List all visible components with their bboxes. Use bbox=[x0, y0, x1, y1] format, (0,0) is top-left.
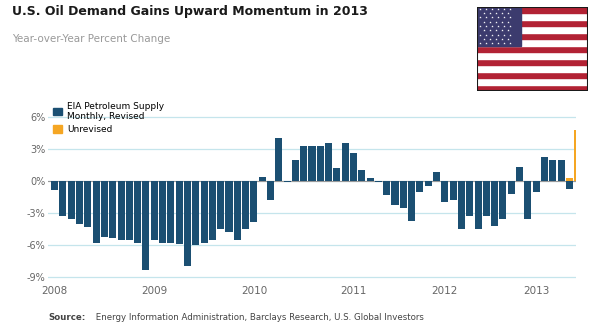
Text: Year-over-Year Percent Change: Year-over-Year Percent Change bbox=[12, 34, 170, 44]
Bar bbox=[325, 142, 332, 181]
Bar bbox=[375, 181, 382, 182]
Bar bbox=[549, 160, 556, 181]
Legend: EIA Petroleum Supply
Monthly, Revised, Unrevised: EIA Petroleum Supply Monthly, Revised, U… bbox=[53, 102, 164, 134]
Bar bbox=[284, 181, 290, 182]
Text: Energy Information Administration, Barclays Research, U.S. Global Investors: Energy Information Administration, Barcl… bbox=[93, 313, 424, 322]
Bar bbox=[109, 181, 116, 238]
Bar bbox=[477, 20, 588, 26]
Bar bbox=[477, 78, 588, 84]
Bar bbox=[477, 26, 588, 32]
Bar bbox=[126, 181, 133, 240]
Bar bbox=[334, 168, 340, 181]
Bar bbox=[400, 181, 407, 208]
Bar bbox=[142, 181, 149, 270]
Bar bbox=[383, 181, 390, 195]
Bar bbox=[292, 160, 299, 181]
Bar bbox=[477, 84, 588, 91]
Bar bbox=[259, 177, 266, 181]
Bar bbox=[159, 181, 166, 243]
Bar bbox=[557, 160, 565, 181]
Bar bbox=[524, 181, 532, 218]
Bar bbox=[192, 181, 199, 245]
Bar bbox=[566, 178, 573, 181]
Bar bbox=[217, 181, 224, 229]
Bar bbox=[458, 181, 465, 229]
Bar bbox=[425, 181, 432, 187]
Bar bbox=[59, 181, 67, 216]
Bar bbox=[242, 181, 249, 229]
Bar bbox=[341, 142, 349, 181]
Bar bbox=[477, 72, 588, 78]
Text: U.S. Oil Demand Gains Upward Momentum in 2013: U.S. Oil Demand Gains Upward Momentum in… bbox=[12, 5, 368, 18]
Bar bbox=[449, 181, 457, 200]
Bar bbox=[367, 178, 374, 181]
Bar bbox=[234, 181, 241, 240]
Bar bbox=[483, 181, 490, 216]
Bar bbox=[566, 181, 573, 188]
Bar bbox=[184, 181, 191, 266]
Bar bbox=[308, 146, 316, 181]
Bar bbox=[101, 181, 108, 237]
Bar bbox=[92, 181, 100, 243]
Bar bbox=[477, 13, 588, 20]
Bar bbox=[477, 58, 588, 65]
Bar bbox=[275, 138, 283, 181]
Bar bbox=[516, 167, 523, 181]
Bar bbox=[76, 181, 83, 224]
Bar bbox=[200, 181, 208, 243]
Bar bbox=[151, 181, 158, 240]
Bar bbox=[477, 6, 588, 13]
Bar bbox=[209, 181, 216, 240]
Bar bbox=[442, 181, 448, 202]
Bar bbox=[491, 181, 498, 226]
Bar bbox=[300, 146, 307, 181]
Bar bbox=[350, 153, 357, 181]
Bar bbox=[267, 181, 274, 200]
Bar bbox=[226, 181, 233, 232]
Text: Source:: Source: bbox=[48, 313, 85, 322]
Bar bbox=[499, 181, 506, 218]
Bar bbox=[51, 181, 58, 189]
Bar bbox=[433, 173, 440, 181]
Bar bbox=[541, 158, 548, 181]
Bar bbox=[477, 52, 588, 58]
Bar bbox=[533, 181, 539, 192]
Bar bbox=[250, 181, 257, 222]
Bar bbox=[475, 181, 482, 229]
Bar bbox=[85, 181, 91, 227]
Bar bbox=[574, 130, 581, 181]
Bar bbox=[477, 39, 588, 46]
Bar bbox=[477, 46, 588, 52]
Bar bbox=[477, 65, 588, 72]
Bar bbox=[167, 181, 175, 243]
Bar bbox=[134, 181, 141, 243]
Bar bbox=[408, 181, 415, 221]
Bar bbox=[358, 170, 365, 181]
Bar bbox=[416, 181, 424, 192]
Bar bbox=[477, 6, 521, 46]
Bar bbox=[317, 146, 324, 181]
Bar bbox=[508, 181, 515, 194]
Bar bbox=[466, 181, 473, 216]
Bar bbox=[477, 32, 588, 39]
Bar bbox=[118, 181, 125, 240]
Bar bbox=[391, 181, 398, 205]
Bar bbox=[68, 181, 75, 218]
Bar bbox=[176, 181, 182, 244]
